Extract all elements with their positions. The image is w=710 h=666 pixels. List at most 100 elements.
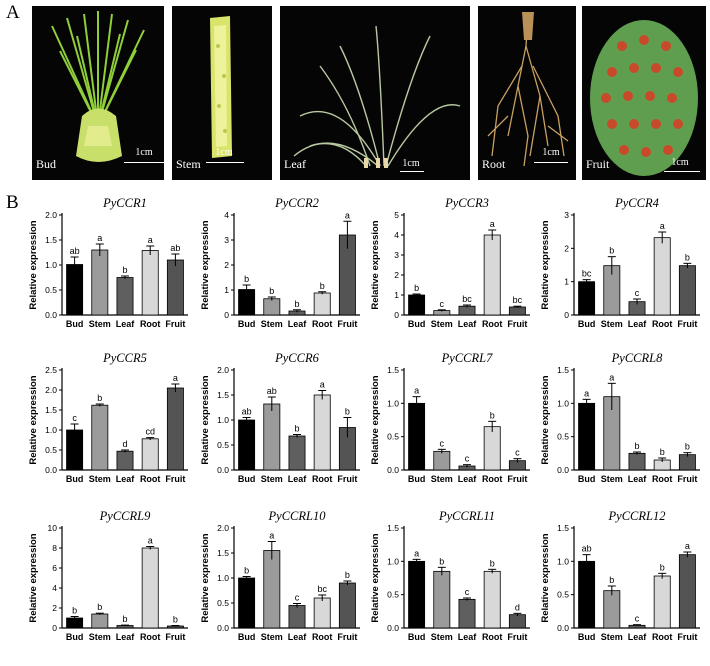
significance-letter: b (294, 424, 299, 434)
photo-stem: Stem 1cm (172, 6, 272, 180)
significance-letter: c (440, 438, 445, 448)
category-label: Stem (261, 474, 283, 484)
y-axis-label: Relative expression (200, 375, 211, 464)
category-label: Fruit (165, 632, 185, 642)
scale-bar-fruit (664, 171, 700, 172)
chart-title: PyCCR3 (444, 196, 489, 210)
category-label: Leaf (288, 319, 308, 329)
category-label: Root (312, 474, 333, 484)
stem-image (210, 16, 232, 158)
scale-bar-leaf (400, 171, 424, 172)
chart-title: PyCCR6 (274, 351, 319, 365)
significance-letter: b (244, 274, 249, 284)
y-tick-label: 1.5 (387, 365, 399, 375)
bar-bud (578, 402, 596, 471)
category-label: Leaf (116, 632, 136, 642)
category-label: Stem (89, 474, 111, 484)
significance-letter: c (440, 299, 445, 309)
bar-fruit (678, 265, 696, 316)
category-label: Root (652, 632, 673, 642)
y-axis-label: Relative expression (540, 375, 551, 464)
chart-svg: PyCCRL10 Relative expression 0.0 0.5 1.0 1.5 2… (200, 509, 360, 642)
y-tick-label: 1 (564, 277, 569, 287)
y-tick-label: 1.5 (45, 405, 57, 415)
bar-bud (578, 281, 596, 316)
bar-root (313, 597, 331, 629)
y-tick-label: 1.0 (557, 556, 569, 566)
significance-letter: c (295, 593, 300, 603)
y-tick-label: 2.0 (45, 210, 57, 220)
bar-leaf (116, 450, 134, 471)
bar-root (653, 237, 671, 316)
y-tick-label: 0.0 (387, 465, 399, 475)
bar-fruit (166, 259, 184, 316)
category-label: Root (482, 474, 503, 484)
photo-label-bud: Bud (36, 157, 57, 171)
significance-letter: c (72, 413, 77, 423)
significance-letter: ab (170, 243, 180, 253)
significance-letter: bc (513, 295, 523, 305)
category-label: Fruit (507, 319, 527, 329)
y-axis-label: Relative expression (370, 375, 381, 464)
y-tick-label: 0.5 (557, 590, 569, 600)
bar-stem (263, 403, 281, 471)
category-label: Bud (408, 632, 426, 642)
significance-letter: b (634, 441, 639, 451)
y-tick-label: 4 (52, 583, 57, 593)
category-label: Bud (578, 474, 596, 484)
significance-letter: ab (70, 246, 80, 256)
category-label: Root (652, 319, 673, 329)
category-label: Stem (431, 319, 453, 329)
panel-a-letter: A (6, 2, 20, 23)
y-tick-label: 4 (224, 210, 229, 220)
photo-label-stem: Stem (176, 157, 201, 171)
y-tick-label: 1.0 (217, 573, 229, 583)
bar-bud (408, 560, 426, 629)
y-tick-label: 1.0 (45, 260, 57, 270)
category-label: Leaf (628, 319, 648, 329)
category-label: Stem (89, 319, 111, 329)
y-tick-label: 3 (224, 235, 229, 245)
bar-fruit (678, 554, 696, 629)
significance-letter: b (97, 393, 102, 403)
y-tick-label: 0.0 (387, 623, 399, 633)
significance-letter: b (685, 442, 690, 452)
bar-fruit (508, 614, 526, 629)
bar-stem (91, 249, 109, 316)
y-tick-label: 2 (394, 270, 399, 280)
y-axis-label: Relative expression (200, 533, 211, 622)
y-tick-label: 2.5 (45, 365, 57, 375)
y-axis-label: Relative expression (200, 220, 211, 309)
scale-text-stem: 1cm (215, 147, 233, 158)
y-tick-label: 1.0 (387, 556, 399, 566)
category-label: Leaf (116, 319, 136, 329)
y-tick-label: 0 (224, 310, 229, 320)
scale-text-fruit: 1cm (671, 157, 689, 168)
significance-letter: b (414, 283, 419, 293)
significance-letter: ab (267, 386, 277, 396)
significance-letter: a (269, 531, 274, 541)
y-tick-label: 2.0 (217, 365, 229, 375)
category-label: Leaf (458, 474, 478, 484)
y-tick-label: 2 (564, 243, 569, 253)
y-tick-label: 0.5 (45, 445, 57, 455)
bar-leaf (628, 452, 646, 471)
significance-letter: cd (145, 427, 155, 437)
photo-label-leaf: Leaf (284, 157, 306, 171)
y-axis-label: Relative expression (28, 220, 39, 309)
category-label: Bud (578, 319, 596, 329)
significance-letter: b (294, 299, 299, 309)
significance-letter: c (635, 614, 640, 624)
significance-letter: a (685, 541, 690, 551)
bar-leaf (288, 605, 306, 629)
significance-letter: c (465, 454, 470, 464)
category-label: Bud (66, 632, 84, 642)
significance-letter: ab (582, 544, 592, 554)
y-tick-label: 1.0 (557, 398, 569, 408)
significance-letter: a (414, 548, 419, 558)
chart-pyccr6: PyCCR6 Relative expression 0.0 0.5 1.0 1.5 2.0… (200, 350, 366, 507)
y-tick-label: 10 (48, 523, 58, 533)
category-label: Fruit (165, 474, 185, 484)
y-tick-label: 0.0 (45, 465, 57, 475)
significance-letter: c (465, 587, 470, 597)
